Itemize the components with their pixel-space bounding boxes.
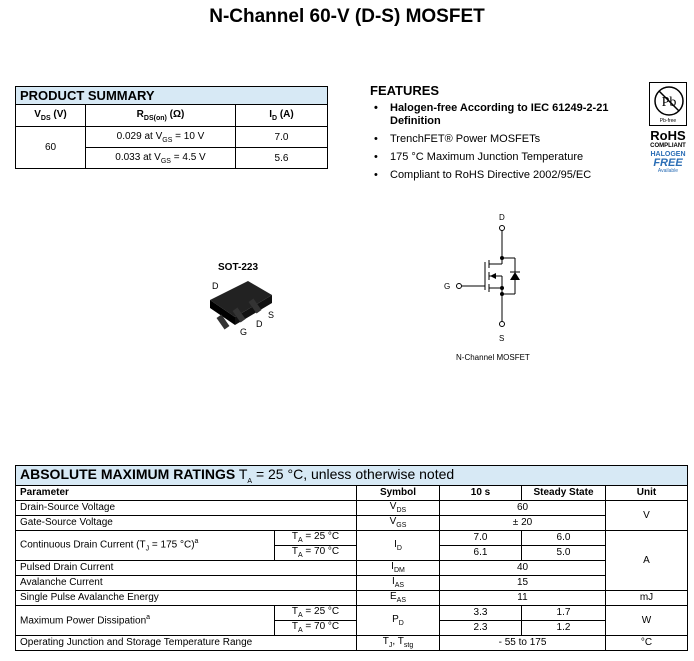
feature-item: 175 °C Maximum Junction Temperature (370, 151, 640, 164)
header-10s: 10 s (439, 484, 522, 501)
table-row: Continuous Drain Current (TJ = 175 °C)a T… (15, 529, 688, 591)
svg-text:G: G (444, 282, 450, 291)
table-row: Operating Junction and Storage Temperatu… (15, 634, 688, 651)
feature-item: TrenchFET® Power MOSFETs (370, 133, 640, 146)
schematic-caption: N-Channel MOSFET (456, 353, 530, 362)
sot223-package-image: D G D S (210, 281, 274, 337)
table-row: 60 0.029 at VGS = 10 V 7.0 (15, 126, 328, 169)
svg-text:S: S (268, 310, 274, 320)
svg-text:D: D (256, 319, 263, 329)
svg-text:S: S (499, 334, 504, 343)
mosfet-schematic: D G S (444, 213, 520, 343)
product-summary-title: PRODUCT SUMMARY (15, 86, 328, 105)
table-row: Drain-Source Voltage VDS 60 V (15, 499, 688, 531)
absolute-maximum-ratings-table: ABSOLUTE MAXIMUM RATINGS TA = 25 °C, unl… (15, 465, 688, 651)
header-id: ID (A) (235, 104, 328, 127)
table-row: Pulsed Drain Current IDM 40 (15, 559, 688, 576)
svg-text:D: D (499, 213, 505, 222)
table-row: Maximum Power Dissipationa TA = 25 °C PD 3.… (15, 604, 688, 636)
table-row: Avalanche Current IAS 15 (15, 574, 688, 591)
svg-text:G: G (240, 327, 247, 337)
rds-value: 0.029 at VGS = 10 V (85, 126, 236, 148)
table-row: 0.033 at VGS = 4.5 V 5.6 (16, 147, 328, 169)
package-name: SOT-223 (218, 262, 259, 273)
feature-item: Compliant to RoHS Directive 2002/95/EC (370, 169, 640, 182)
product-summary-table: PRODUCT SUMMARY VDS (V) RDS(on) (Ω) ID (… (15, 86, 328, 169)
compliant-label: COMPLIANT (650, 143, 686, 149)
rohs-label: RoHS (650, 128, 686, 143)
table-row: Gate-Source Voltage VGS ± 20 (15, 514, 688, 531)
header-steady-state: Steady State (521, 484, 606, 501)
svg-text:Pb: Pb (662, 95, 677, 110)
table-row: TA = 70 °C 6.1 5.0 (16, 544, 688, 561)
pb-free-logo: Pb Pb-free (649, 82, 687, 126)
features-title: FEATURES (370, 83, 440, 98)
id-value: 5.6 (235, 147, 328, 169)
rds-value: 0.033 at VGS = 4.5 V (85, 147, 236, 169)
no-lead-icon: Pb (654, 86, 684, 116)
svg-text:D: D (212, 281, 219, 291)
header-unit: Unit (605, 484, 688, 501)
amr-title: ABSOLUTE MAXIMUM RATINGS TA = 25 °C, unl… (15, 465, 688, 486)
feature-item: Halogen-free According to IEC 61249-2-21… (370, 102, 640, 128)
features-section: FEATURES Halogen-free According to IEC 6… (370, 83, 640, 187)
table-row: TA = 70 °C 2.3 1.2 (16, 619, 688, 636)
header-vds: VDS (V) (15, 104, 86, 127)
available-label: Available (657, 168, 679, 174)
table-row: Single Pulse Avalanche Energy EAS 11 mJ (15, 589, 688, 606)
halogen-label: HALOGEN (650, 151, 686, 158)
header-symbol: Symbol (356, 484, 440, 501)
vds-value: 60 (15, 126, 86, 169)
id-value: 7.0 (235, 126, 328, 148)
free-label: FREE (653, 157, 683, 169)
page-title: N-Channel 60-V (D-S) MOSFET (209, 6, 485, 27)
compliance-logos: Pb Pb-free RoHS COMPLIANT HALOGEN FREE A… (646, 82, 690, 174)
header-rds: RDS(on) (Ω) (85, 104, 236, 127)
header-parameter: Parameter (15, 484, 357, 501)
